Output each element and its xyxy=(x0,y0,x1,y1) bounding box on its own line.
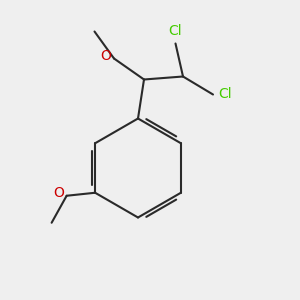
Text: O: O xyxy=(101,49,112,62)
Text: O: O xyxy=(53,186,64,200)
Text: Cl: Cl xyxy=(218,88,232,101)
Text: Cl: Cl xyxy=(169,24,182,38)
